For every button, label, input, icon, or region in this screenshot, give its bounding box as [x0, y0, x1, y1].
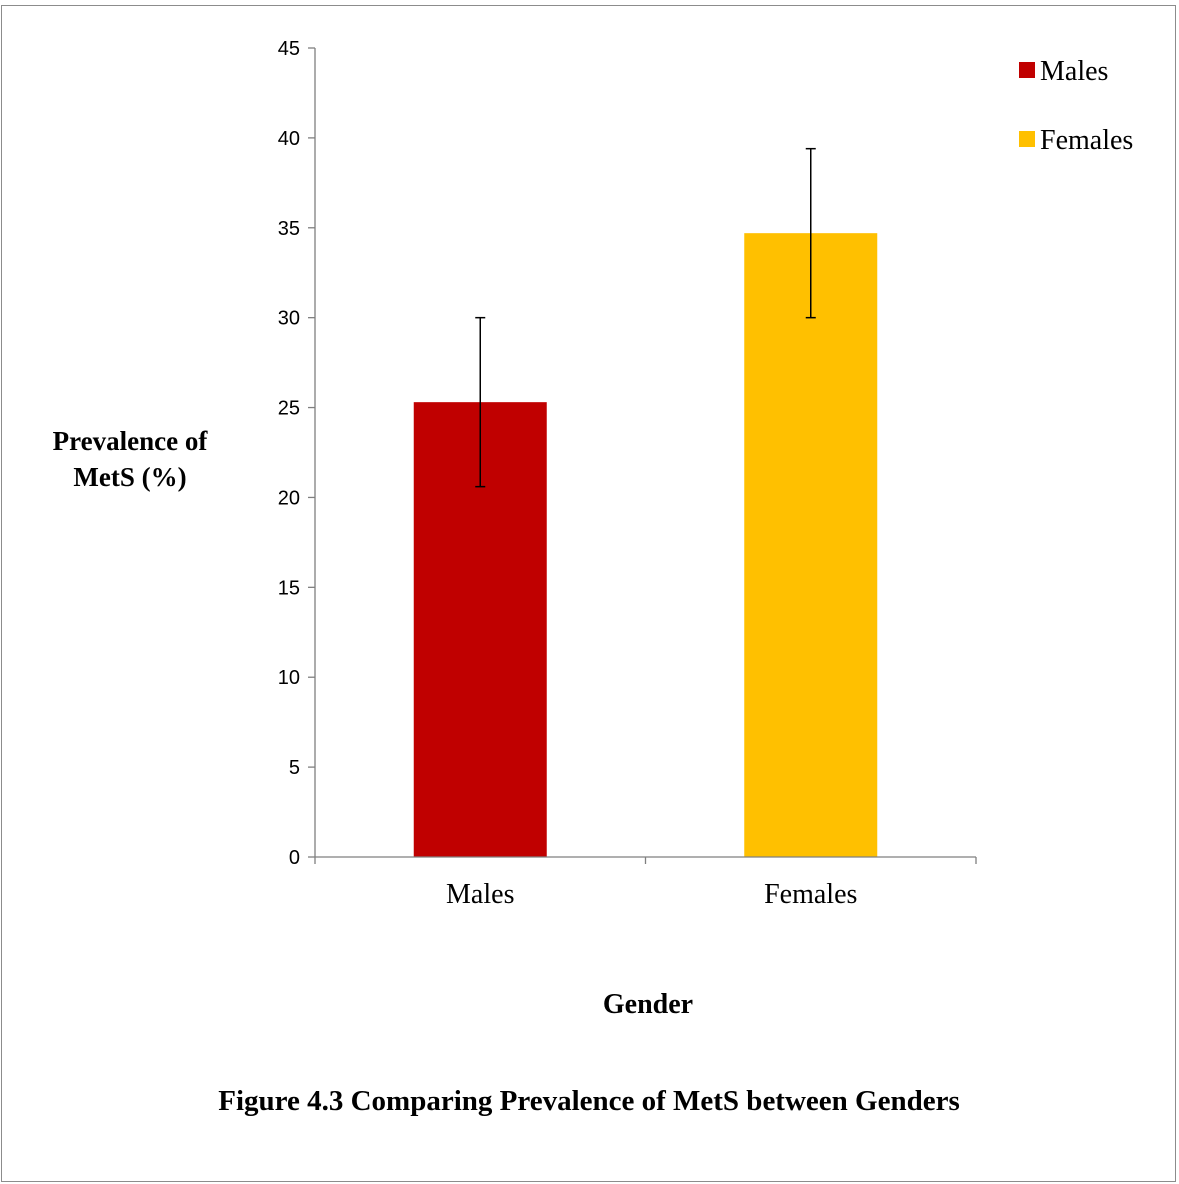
error-bars [475, 147, 816, 488]
legend-label: Females [1040, 125, 1133, 156]
y-tick-label: 35 [278, 218, 300, 240]
axes [314, 48, 977, 864]
y-tick-label: 5 [289, 757, 300, 779]
x-axis-categories: Males Females [446, 879, 857, 910]
legend-label: Males [1040, 56, 1108, 87]
figure-caption: Figure 4.3 Comparing Prevalence of MetS … [218, 1085, 960, 1117]
x-category-label: Females [764, 879, 857, 910]
legend-swatch-females [1019, 131, 1035, 147]
x-axis-label: Gender [603, 989, 693, 1020]
y-tick-label: 40 [278, 128, 300, 150]
y-tick-label: 20 [278, 487, 300, 509]
x-category-label: Males [446, 879, 514, 910]
legend: Males Females [1019, 56, 1133, 156]
figure-frame [1, 5, 1176, 1182]
y-tick-label: 25 [278, 398, 300, 420]
y-axis-label-line-2: MetS (%) [73, 462, 186, 492]
y-axis-label-line-1: Prevalence of [53, 426, 209, 456]
y-tick-label: 15 [278, 577, 300, 599]
legend-swatch-males [1019, 62, 1035, 78]
y-tick-label: 45 [278, 38, 300, 60]
y-tick-label: 10 [278, 667, 300, 689]
bars [413, 233, 878, 857]
y-tick-label: 30 [278, 308, 300, 330]
y-tick-label: 0 [289, 847, 300, 869]
y-axis-ticks: 0 5 10 15 20 25 30 35 40 45 [278, 38, 315, 869]
bar-females [744, 233, 878, 857]
